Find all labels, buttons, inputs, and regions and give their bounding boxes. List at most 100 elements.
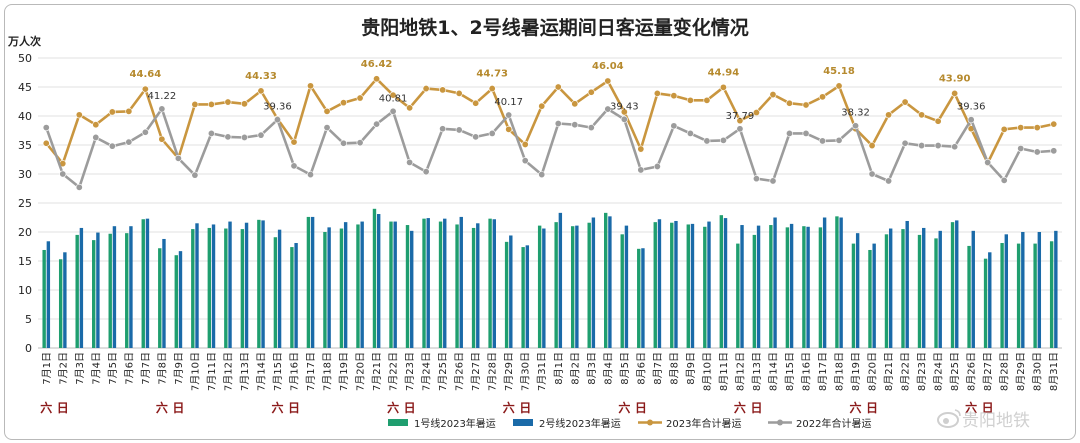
bar-line2 bbox=[955, 220, 959, 348]
point-2023 bbox=[472, 99, 480, 107]
data-label-2022: 40.17 bbox=[494, 97, 523, 108]
bar-line1 bbox=[108, 233, 112, 348]
bar-line2 bbox=[740, 225, 744, 348]
bar-line2 bbox=[1021, 232, 1025, 348]
bar-line1 bbox=[769, 225, 773, 348]
data-label-2022: 39.43 bbox=[610, 101, 639, 112]
point-2022 bbox=[521, 157, 529, 165]
bar-line2 bbox=[542, 228, 546, 348]
point-2022 bbox=[75, 183, 83, 191]
bar-series bbox=[42, 208, 1058, 348]
bar-line1 bbox=[306, 216, 311, 348]
bar-line1 bbox=[339, 228, 344, 348]
y-tick-labels: 0 5 10 15 20 25 30 35 40 45 50 bbox=[18, 52, 32, 355]
point-2022 bbox=[868, 170, 876, 178]
point-2023 bbox=[951, 89, 959, 97]
bar-line1 bbox=[604, 212, 608, 348]
point-2022 bbox=[653, 162, 661, 170]
point-2022 bbox=[637, 166, 645, 174]
point-2022 bbox=[174, 154, 182, 162]
point-2022 bbox=[587, 124, 595, 132]
bar-line2 bbox=[789, 223, 794, 348]
point-2023 bbox=[257, 87, 265, 95]
point-2023 bbox=[42, 139, 50, 147]
bar-line1 bbox=[570, 226, 575, 348]
x-tick-label: 8月20日 bbox=[867, 352, 879, 391]
x-tick-label: 7月17日 bbox=[305, 352, 317, 391]
point-2023 bbox=[307, 82, 315, 90]
point-2022 bbox=[257, 131, 265, 139]
point-2023 bbox=[356, 94, 364, 102]
bar-line1 bbox=[917, 234, 922, 348]
point-2022 bbox=[802, 129, 810, 137]
x-tick-label: 8月24日 bbox=[933, 352, 945, 391]
point-2022 bbox=[439, 125, 447, 133]
x-tick-label: 8月31日 bbox=[1048, 352, 1060, 391]
point-2022 bbox=[967, 116, 975, 124]
bar-line1 bbox=[851, 243, 856, 348]
weekday-sun: 日 bbox=[57, 401, 69, 415]
y-tick-label: 15 bbox=[18, 255, 32, 268]
data-label-2023: 44.33 bbox=[245, 71, 277, 82]
bar-line2 bbox=[63, 252, 67, 348]
x-tick-label: 8月29日 bbox=[1015, 352, 1027, 391]
point-2023 bbox=[670, 92, 678, 100]
bar-line1 bbox=[983, 258, 988, 348]
point-2023 bbox=[571, 100, 579, 108]
bar-line2 bbox=[492, 219, 496, 348]
bar-line1 bbox=[587, 222, 591, 348]
weekday-sun: 日 bbox=[404, 401, 416, 415]
bar-line2 bbox=[888, 228, 893, 348]
bar-line1 bbox=[670, 222, 674, 348]
x-tick-label: 7月2日 bbox=[57, 352, 69, 385]
line-series bbox=[42, 75, 1058, 191]
bar-line1 bbox=[92, 240, 96, 348]
legend: 1号线2023年暑运 2号线2023年暑运 2023年合计暑运 2022年合计暑运 bbox=[388, 417, 871, 430]
bar-line1 bbox=[653, 222, 657, 348]
point-2023 bbox=[802, 101, 810, 109]
data-labels: 44.64 44.33 46.42 44.73 46.04 44.94 45.18 43.90… bbox=[130, 59, 986, 122]
legend-label: 1号线2023年暑运 bbox=[414, 417, 496, 430]
data-label-2022: 40.81 bbox=[379, 93, 408, 104]
weekday-sun: 日 bbox=[172, 401, 184, 415]
point-2022 bbox=[984, 158, 992, 166]
bar-line1 bbox=[141, 219, 145, 348]
bar-line2 bbox=[988, 252, 992, 348]
x-tick-label: 7月22日 bbox=[388, 352, 400, 391]
x-tick-label: 8月25日 bbox=[949, 352, 961, 391]
point-2023 bbox=[819, 93, 827, 101]
x-tick-label: 7月4日 bbox=[90, 352, 102, 385]
point-2022 bbox=[852, 122, 860, 130]
point-2022 bbox=[273, 116, 281, 124]
bar-line2 bbox=[426, 218, 430, 348]
x-tick-label: 7月13日 bbox=[239, 352, 251, 391]
bar-line1 bbox=[785, 227, 790, 348]
x-tick-label: 7月5日 bbox=[107, 352, 119, 385]
bar-line1 bbox=[174, 255, 178, 348]
bar-line2 bbox=[657, 219, 662, 348]
point-2022 bbox=[207, 129, 215, 137]
bar-line2 bbox=[558, 212, 563, 348]
x-tick-label: 7月7日 bbox=[140, 352, 152, 385]
point-2022 bbox=[670, 122, 678, 130]
point-2022 bbox=[422, 168, 430, 176]
x-tick-label: 7月21日 bbox=[371, 352, 383, 391]
bar-line2 bbox=[96, 232, 100, 348]
x-tick-label: 8月12日 bbox=[734, 352, 746, 391]
point-2022 bbox=[59, 170, 67, 178]
point-2022 bbox=[1033, 148, 1041, 156]
bar-line2 bbox=[376, 214, 381, 348]
bar-line1 bbox=[158, 248, 162, 348]
x-tick-label: 7月12日 bbox=[222, 352, 234, 391]
bar-line2 bbox=[971, 230, 975, 348]
point-2022 bbox=[191, 171, 199, 179]
weekday-sun: 日 bbox=[635, 401, 647, 415]
bar-line2 bbox=[905, 220, 909, 348]
point-2023 bbox=[158, 135, 166, 143]
x-tick-label: 7月1日 bbox=[41, 352, 53, 385]
point-2022 bbox=[323, 124, 331, 132]
bar-line1 bbox=[521, 247, 525, 348]
x-tick-label: 7月27日 bbox=[470, 352, 482, 391]
weekday-sat: 六 bbox=[156, 400, 168, 415]
bar-line2 bbox=[129, 226, 133, 348]
